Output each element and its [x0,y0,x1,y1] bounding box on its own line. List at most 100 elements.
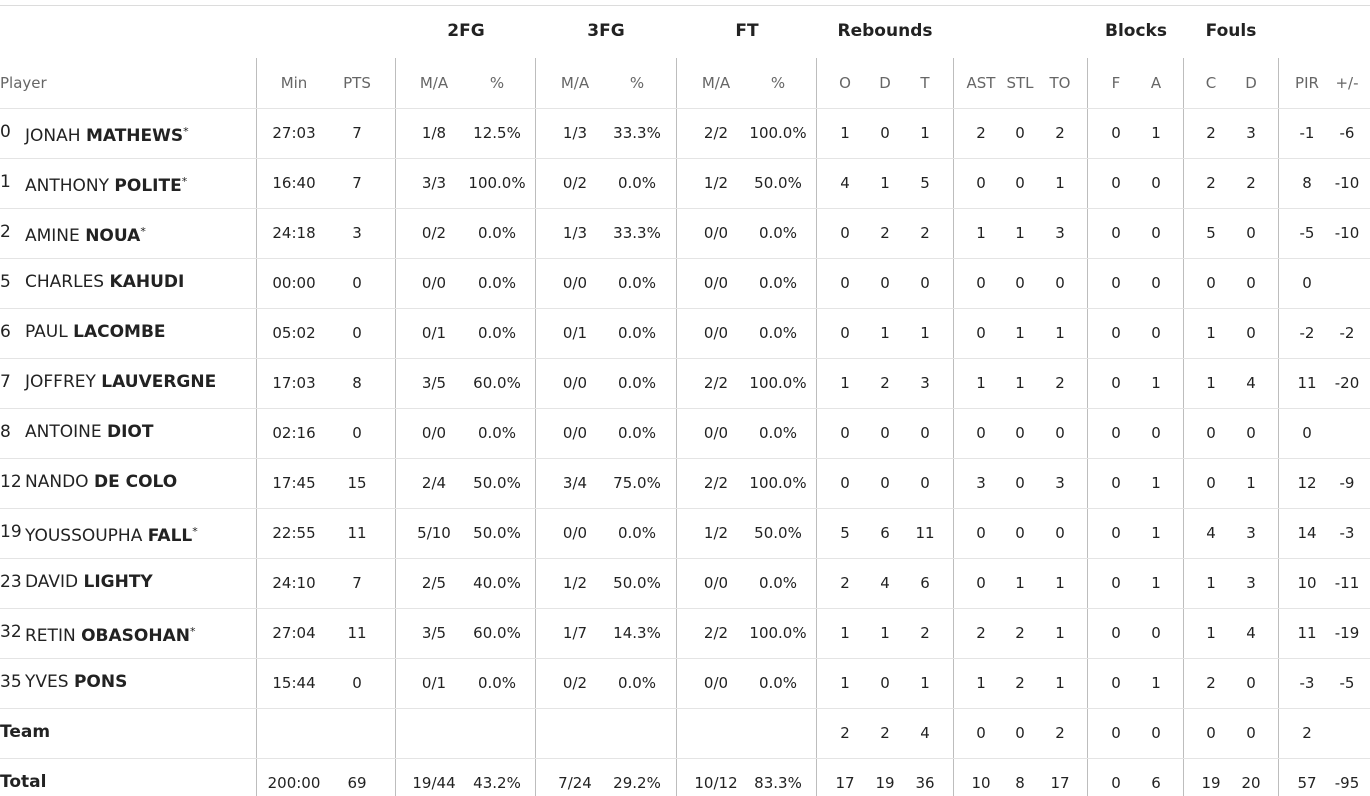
column-header: +/- [1335,74,1359,92]
stat-cell: 200:00 [267,774,321,792]
stat-cell: 2 [1055,124,1065,142]
stat-cell: 1/3 [562,224,588,242]
stat-cell: 22:55 [272,524,316,542]
player-name: JOFFREY LAUVERGNE [25,372,216,392]
stat-cell: 33.3% [613,124,661,142]
stat-cell: 3 [352,224,362,242]
column-header: A [1150,74,1162,92]
stat-cell: 0.0% [617,374,657,392]
stat-cell: 0 [1246,674,1256,692]
player-name: JONAH MATHEWS* [25,122,189,146]
stat-cell: 0.0% [758,674,798,692]
stat-cell: 3/5 [421,374,447,392]
stat-cell: 2 [1015,674,1025,692]
stat-cell: 2/4 [421,474,447,492]
stat-cell: 2 [1015,624,1025,642]
stat-cell: 0 [1111,274,1121,292]
stat-cell: 3/5 [421,624,447,642]
stat-cell: 0/1 [421,324,447,342]
stat-cell: 0 [1015,724,1025,742]
stat-cell: 1 [1206,374,1216,392]
first-name: AMINE [25,226,80,246]
stat-cell: 11 [1297,374,1317,392]
stat-cell: 10 [1297,574,1317,592]
last-name: NOUA [85,226,141,246]
stat-cell: 0 [976,174,986,192]
stat-cell: 0 [1206,424,1216,442]
stat-cell: -11 [1334,574,1360,592]
stat-cell: 0 [1111,624,1121,642]
stat-cell: 0.0% [758,274,798,292]
column-divider [953,58,954,796]
first-name: ANTOINE [25,422,102,442]
stat-cell: 1 [1151,574,1161,592]
stat-cell: 5 [920,174,930,192]
stat-cell: 0/0 [703,574,729,592]
stat-cell: 0 [1151,624,1161,642]
stat-cell: 6 [880,524,890,542]
stat-cell: 0.0% [477,424,517,442]
stat-cell: 0 [1111,124,1121,142]
stat-cell: 2 [976,124,986,142]
row-separator [0,458,1370,459]
stat-cell: 2 [1206,174,1216,192]
stat-cell: 50.0% [473,524,521,542]
stat-cell: 2 [1055,374,1065,392]
stat-cell: 1/8 [421,124,447,142]
stat-cell: 60.0% [473,624,521,642]
stat-cell: 0/0 [421,424,447,442]
stat-cell: 17:45 [272,474,316,492]
stat-cell: 3 [1055,224,1065,242]
stat-cell: 0 [1151,324,1161,342]
stat-cell: 0 [352,274,362,292]
stat-cell: 1 [1015,324,1025,342]
starter-mark: * [189,625,196,638]
stat-cell: 1 [976,374,986,392]
stat-cell: 2 [840,724,850,742]
stat-cell: 0 [1055,424,1065,442]
stat-cell: 50.0% [754,174,802,192]
column-header: O [839,74,851,92]
row-label: Team [0,722,51,742]
column-header: C [1205,74,1217,92]
stat-cell: 0 [1302,424,1312,442]
stat-cell: 50.0% [754,524,802,542]
stat-cell: 7 [352,124,362,142]
stat-cell: 0/0 [703,424,729,442]
stat-cell: -10 [1334,174,1360,192]
stat-cell: 29.2% [613,774,661,792]
stat-cell: 0/0 [703,324,729,342]
stat-cell: 0 [920,474,930,492]
group-header: 2FG [447,21,485,41]
row-separator [0,708,1370,709]
stat-cell: 0.0% [617,274,657,292]
stat-cell: 57 [1297,774,1317,792]
stat-cell: 0 [1151,174,1161,192]
stat-cell: 0 [1111,374,1121,392]
stat-cell: 1 [880,324,890,342]
stat-cell: 0 [1206,474,1216,492]
stat-cell: 8 [1302,174,1312,192]
stat-cell: 0.0% [477,224,517,242]
stat-cell: 4 [1206,524,1216,542]
stat-cell: 1 [1055,174,1065,192]
stat-cell: 2 [976,624,986,642]
stat-cell: 1/2 [703,524,729,542]
starter-mark: * [140,225,146,238]
stat-cell: 20 [1241,774,1261,792]
stat-cell: 0/0 [703,674,729,692]
starter-mark: * [183,125,189,138]
first-name: YVES [25,672,69,692]
stat-cell: 24:10 [272,574,316,592]
stat-cell: 05:02 [272,324,316,342]
stat-cell: -19 [1334,624,1360,642]
stat-cell: -10 [1334,224,1360,242]
stat-cell: 3 [976,474,986,492]
stat-cell: 0 [976,724,986,742]
stat-cell: 1 [1015,374,1025,392]
stat-cell: 11 [1297,624,1317,642]
stat-cell: 0 [1015,474,1025,492]
stat-cell: 0 [840,274,850,292]
stat-cell: 0 [1111,524,1121,542]
